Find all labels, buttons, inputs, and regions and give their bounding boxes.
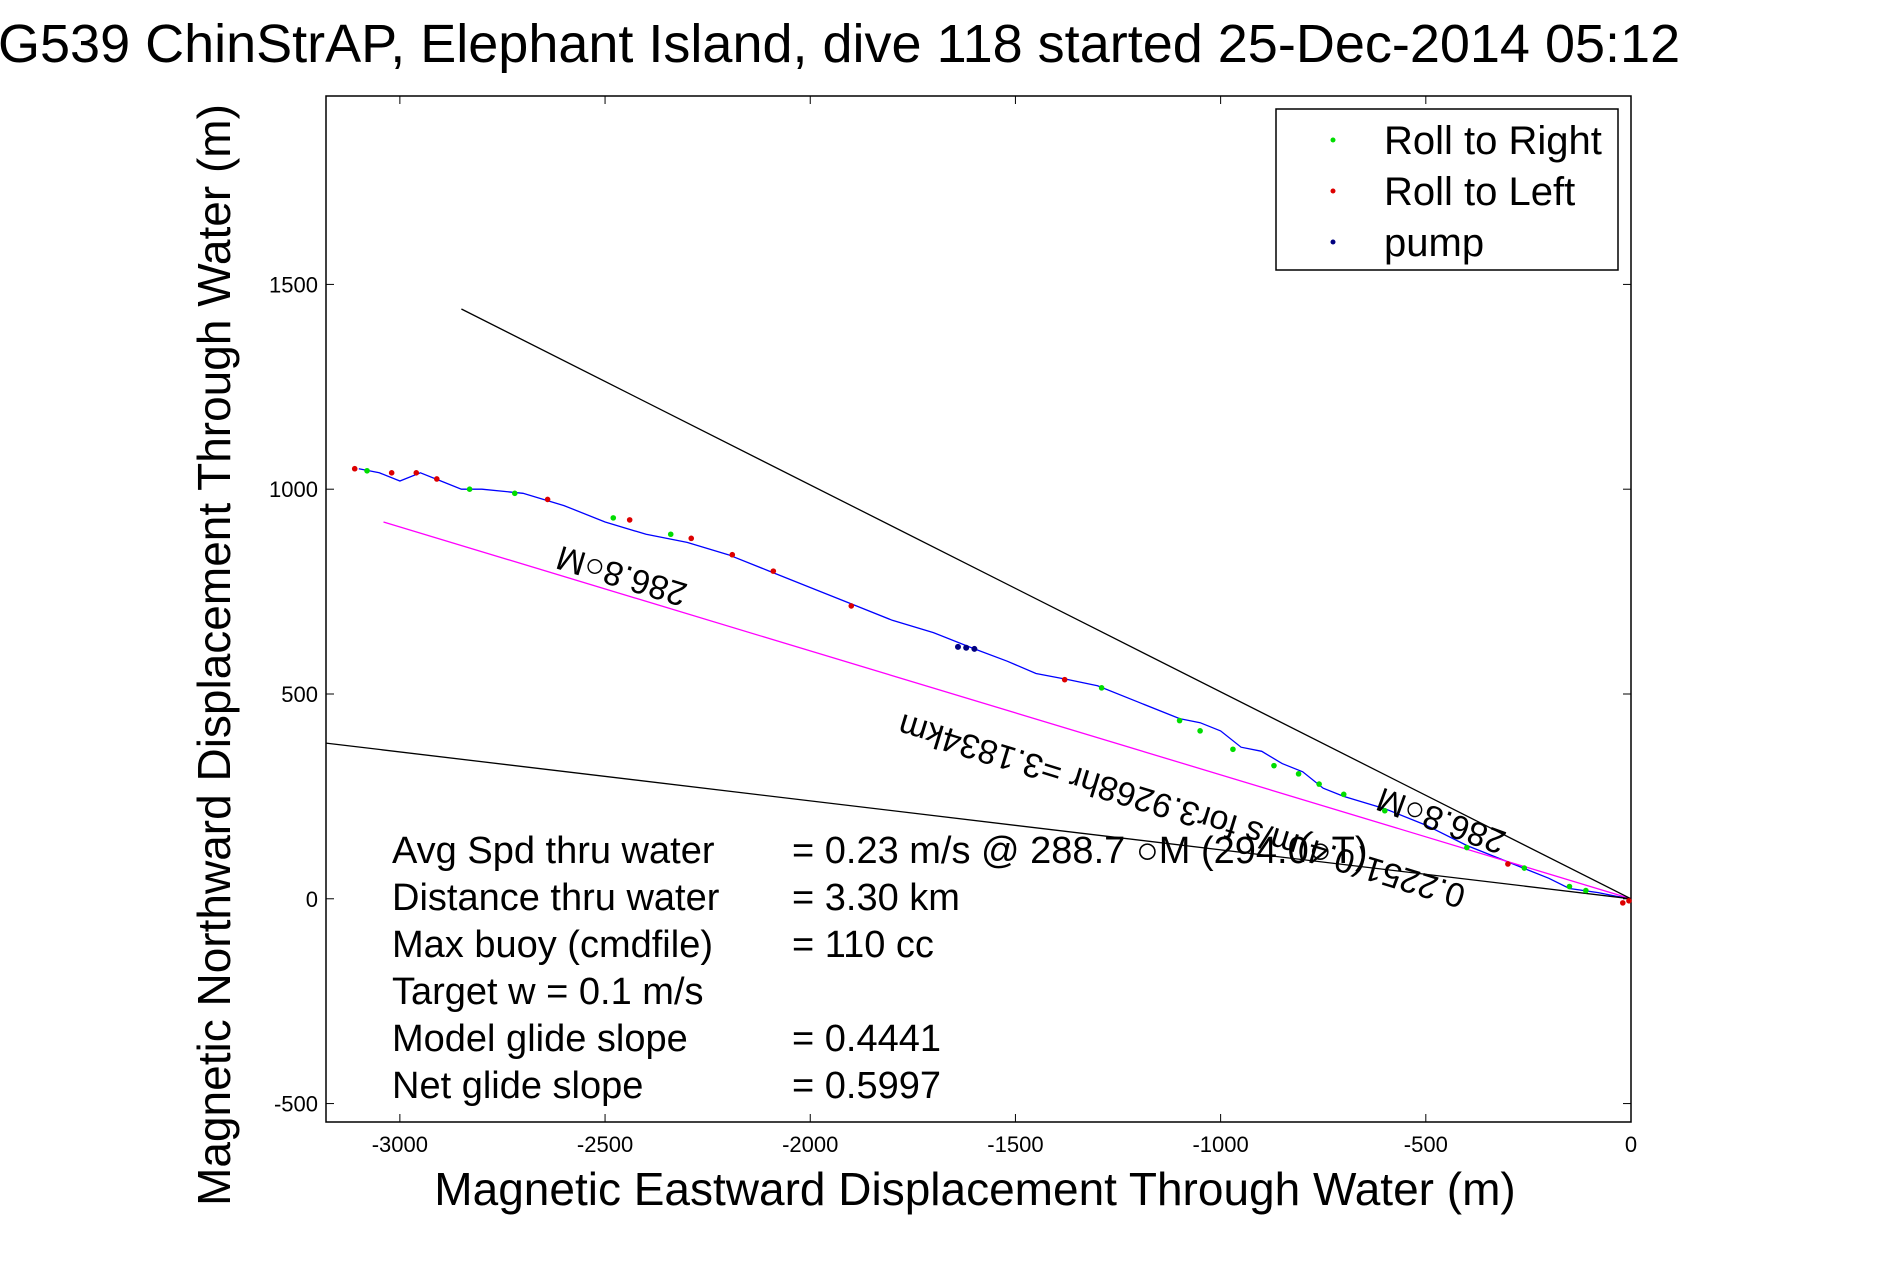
marker-roll-left <box>388 470 395 476</box>
marker-roll-right <box>1583 887 1589 894</box>
stat-value: = 0.5997 <box>792 1065 941 1107</box>
x-tick-label: -500 <box>1404 1132 1448 1157</box>
marker-roll-right <box>1230 746 1236 753</box>
x-axis-label: Magnetic Eastward Displacement Through W… <box>434 1163 1515 1215</box>
y-tick-label: -500 <box>274 1092 318 1117</box>
y-tick-label: 500 <box>281 682 318 707</box>
x-tick-label: -3000 <box>372 1132 428 1157</box>
legend-marker <box>1330 188 1336 194</box>
marker-roll-left <box>544 496 551 503</box>
x-tick-label: 0 <box>1625 1132 1637 1157</box>
stat-value: = 3.30 km <box>792 877 960 919</box>
stat-label: Target w = 0.1 m/s <box>392 971 704 1013</box>
marker-roll-right <box>1521 865 1528 871</box>
stat-value: = 110 cc <box>792 924 934 966</box>
marker-roll-right <box>1197 728 1203 734</box>
marker-roll-left <box>848 603 855 609</box>
legend: Roll to Right Roll to Left pump <box>1275 108 1619 271</box>
y-tick-label: 0 <box>306 887 318 912</box>
marker-roll-right <box>1295 771 1302 777</box>
series-line-course <box>383 521 1632 900</box>
marker-roll-right <box>511 490 518 497</box>
stat-label: Max buoy (cmdfile) <box>392 924 713 966</box>
marker-pump <box>971 645 978 652</box>
marker-roll-right <box>610 515 617 521</box>
marker-pump <box>954 643 961 650</box>
marker-roll-left <box>770 568 777 574</box>
marker-roll-left <box>626 517 633 523</box>
legend-marker <box>1330 137 1336 143</box>
marker-roll-left <box>1061 676 1068 683</box>
marker-roll-right <box>1381 807 1388 814</box>
legend-label: pump <box>1384 221 1484 265</box>
marker-pump <box>963 644 970 651</box>
marker-roll-right <box>1271 762 1277 769</box>
marker-roll-left <box>688 535 695 542</box>
legend-label: Roll to Left <box>1384 170 1575 214</box>
chart-title: G539 ChinStrAP, Elephant Island, dive 11… <box>0 14 1680 74</box>
stat-label: Distance thru water <box>392 877 720 919</box>
marker-roll-left <box>1626 898 1632 904</box>
marker-roll-right <box>1464 844 1470 851</box>
marker-roll-right <box>1566 883 1573 890</box>
marker-roll-right <box>1316 781 1322 787</box>
stat-label: Model glide slope <box>392 1018 688 1060</box>
x-tick-label: -2500 <box>577 1132 633 1157</box>
x-tick-label: -2000 <box>782 1132 838 1157</box>
legend-label: Roll to Right <box>1384 119 1602 163</box>
marker-roll-left <box>729 551 736 558</box>
marker-roll-right <box>1098 685 1105 691</box>
marker-roll-left <box>434 476 440 482</box>
x-tick-label: -1500 <box>987 1132 1043 1157</box>
marker-roll-right <box>1176 717 1183 724</box>
marker-roll-right <box>364 467 370 474</box>
x-tick-label: -1000 <box>1192 1132 1248 1157</box>
y-tick-label: 1500 <box>269 272 318 297</box>
marker-roll-right <box>667 531 674 538</box>
axis-ticks: -3000 -2500 -2000 -1500 -1000 -500 0 -500 0 500 10… <box>269 96 1637 1157</box>
marker-roll-right <box>466 486 473 492</box>
stat-label: Avg Spd thru water <box>392 830 715 872</box>
stat-label: Net glide slope <box>392 1065 643 1107</box>
marker-roll-left <box>1619 900 1626 906</box>
series-markers <box>351 465 1632 906</box>
stat-value: = 0.4441 <box>792 1018 941 1060</box>
marker-roll-left <box>351 465 358 472</box>
marker-roll-right <box>1340 791 1347 798</box>
legend-marker <box>1330 239 1336 245</box>
series-line-upper-bound <box>461 308 1632 900</box>
marker-roll-left <box>413 470 420 476</box>
stats-block: Avg Spd thru water = 0.23 m/s @ 288.7 ○M … <box>392 830 1368 1107</box>
y-axis-label: Magnetic Northward Displacement Through … <box>188 104 240 1206</box>
plot-area-frame <box>325 95 1632 1123</box>
y-tick-label: 1000 <box>269 477 318 502</box>
series-line-lower-bound <box>325 742 1632 900</box>
marker-roll-left <box>1505 861 1511 867</box>
stat-value: = 0.23 m/s @ 288.7 ○M (294.0○T) <box>792 830 1368 872</box>
